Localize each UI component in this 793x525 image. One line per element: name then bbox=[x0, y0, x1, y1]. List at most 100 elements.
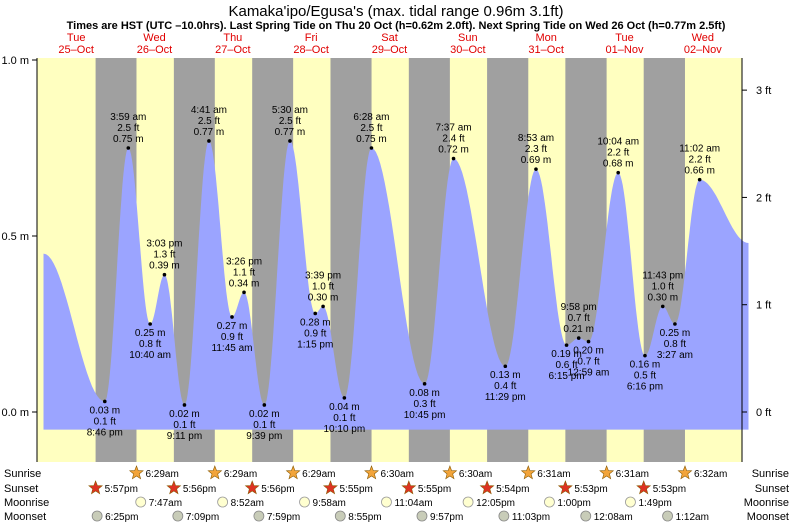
y-right-tick-label: 2 ft bbox=[756, 192, 771, 204]
chart-title: Kamaka'ipo/Egusa's (max. tidal range 0.9… bbox=[228, 3, 563, 20]
moonrise-time: 12:05pm bbox=[476, 498, 515, 509]
tide-point bbox=[262, 403, 267, 407]
tide-m-label: 0.13 m bbox=[490, 370, 521, 381]
sunset-time: 5:56pm bbox=[183, 484, 216, 495]
tide-ft-label: 2.2 ft bbox=[607, 148, 629, 159]
tide-m-label: 0.77 m bbox=[194, 127, 225, 138]
day-name-label: Sat bbox=[381, 32, 398, 44]
day-date-label: 31–Oct bbox=[528, 44, 563, 56]
tide-m-label: 0.72 m bbox=[438, 145, 469, 156]
day-date-label: 26–Oct bbox=[137, 44, 172, 56]
tide-ft-label: 0.8 ft bbox=[139, 339, 161, 350]
row-label-right: Sunrise bbox=[752, 468, 789, 480]
moon-icon bbox=[91, 510, 103, 522]
sunset-time: 5:53pm bbox=[653, 484, 686, 495]
moonrise-time: 1:49pm bbox=[638, 498, 671, 509]
tide-curve bbox=[43, 141, 749, 430]
sunrise-time: 6:30am bbox=[459, 469, 492, 480]
tide-point bbox=[342, 396, 347, 400]
tide-m-label: 0.08 m bbox=[409, 388, 440, 399]
day-name-label: Thu bbox=[223, 32, 242, 44]
tide-ft-label: 0.7 ft bbox=[568, 313, 590, 324]
tide-time-label: 6:15 pm bbox=[548, 371, 584, 382]
moon-icon bbox=[135, 496, 147, 508]
tide-m-label: 0.25 m bbox=[660, 328, 691, 339]
day-date-label: 02–Nov bbox=[684, 44, 722, 56]
sunset-time: 5:55pm bbox=[418, 484, 451, 495]
axes: 0.0 m0.5 m1.0 m0 ft1 ft2 ft3 ftTue25–Oct… bbox=[1, 32, 771, 462]
tide-point bbox=[162, 272, 167, 277]
tide-ft-label: 0.1 ft bbox=[333, 413, 355, 424]
tide-ft-label: 1.0 ft bbox=[652, 281, 674, 292]
tide-time-label: 10:45 pm bbox=[404, 410, 446, 421]
tide-area bbox=[43, 141, 749, 430]
moonset-time: 7:59pm bbox=[267, 512, 300, 523]
row-label-right: Sunset bbox=[755, 483, 789, 495]
chart-subtitle: Times are HST (UTC –10.0hrs). Last Sprin… bbox=[67, 20, 726, 32]
sunrise-time: 6:31am bbox=[537, 469, 570, 480]
tide-time-label: 11:43 pm bbox=[642, 270, 683, 281]
tide-ft-label: 1.3 ft bbox=[153, 250, 175, 261]
sunrise-time: 6:30am bbox=[381, 469, 414, 480]
tide-m-label: 0.69 m bbox=[521, 155, 552, 166]
tide-m-label: 0.75 m bbox=[113, 134, 144, 145]
y-tick-label: 1.0 m bbox=[1, 55, 29, 67]
y-right-tick-label: 0 ft bbox=[756, 407, 771, 419]
tide-ft-label: 0.9 ft bbox=[304, 328, 326, 339]
moonset-time: 11:03pm bbox=[512, 512, 550, 523]
row-label-left: Sunrise bbox=[4, 468, 41, 480]
moon-icon bbox=[253, 510, 265, 522]
sunset-time: 5:55pm bbox=[339, 484, 372, 495]
tide-ft-label: 2.5 ft bbox=[117, 123, 139, 134]
tide-time-label: 6:16 pm bbox=[627, 382, 663, 393]
tide-point bbox=[288, 139, 292, 143]
tide-m-label: 0.28 m bbox=[300, 317, 331, 328]
tide-ft-label: 2.5 ft bbox=[198, 116, 220, 127]
day-name-label: Sun bbox=[458, 32, 478, 44]
tide-time-label: 3:26 pm bbox=[226, 256, 262, 267]
tide-m-label: 0.02 m bbox=[249, 409, 280, 420]
tide-point bbox=[643, 353, 647, 358]
sun-icon bbox=[207, 465, 223, 480]
tide-m-label: 0.20 m bbox=[573, 346, 604, 357]
tide-point bbox=[126, 146, 131, 150]
sun-icon bbox=[479, 480, 495, 495]
moon-icon bbox=[381, 496, 392, 508]
tide-m-label: 0.02 m bbox=[169, 409, 200, 420]
sun-icon bbox=[520, 465, 536, 480]
day-date-label: 30–Oct bbox=[450, 44, 485, 56]
day-name-label: Mon bbox=[535, 32, 556, 44]
tide-m-label: 0.30 m bbox=[308, 292, 339, 303]
moonset-time: 1:12am bbox=[676, 512, 709, 523]
tide-m-label: 0.03 m bbox=[90, 405, 121, 416]
moon-icon bbox=[544, 496, 555, 508]
moon-icon bbox=[334, 510, 346, 522]
sun-icon bbox=[244, 480, 260, 495]
sun-icon bbox=[322, 480, 338, 495]
tide-point bbox=[576, 336, 581, 340]
tide-ft-label: 1.1 ft bbox=[233, 267, 255, 278]
sunrise-time: 6:29am bbox=[302, 469, 335, 480]
row-label-right: Moonset bbox=[747, 511, 789, 523]
tide-time-label: 1:15 pm bbox=[297, 339, 333, 350]
tide-time-label: 3:03 pm bbox=[146, 239, 182, 250]
tide-ft-label: 0.1 ft bbox=[173, 420, 195, 431]
tide-m-label: 0.77 m bbox=[275, 127, 306, 138]
moonrise-time: 11:04am bbox=[394, 498, 432, 509]
day-name-label: Wed bbox=[143, 32, 165, 44]
tide-time-label: 7:37 am bbox=[435, 123, 471, 134]
tide-time-label: 11:45 am bbox=[212, 343, 253, 354]
tide-time-label: 3:39 pm bbox=[305, 270, 341, 281]
tide-m-label: 0.21 m bbox=[563, 324, 594, 335]
moonrise-time: 8:52am bbox=[231, 498, 264, 509]
sunrise-time: 6:29am bbox=[224, 469, 257, 480]
day-name-label: Tue bbox=[67, 32, 86, 44]
tide-point bbox=[422, 382, 427, 386]
day-name-label: Tue bbox=[615, 32, 634, 44]
moon-icon bbox=[299, 496, 310, 508]
moonset-time: 8:55pm bbox=[348, 512, 381, 523]
tide-point bbox=[534, 167, 538, 171]
moon-icon bbox=[217, 496, 229, 508]
tide-ft-label: 0.1 ft bbox=[253, 420, 275, 431]
